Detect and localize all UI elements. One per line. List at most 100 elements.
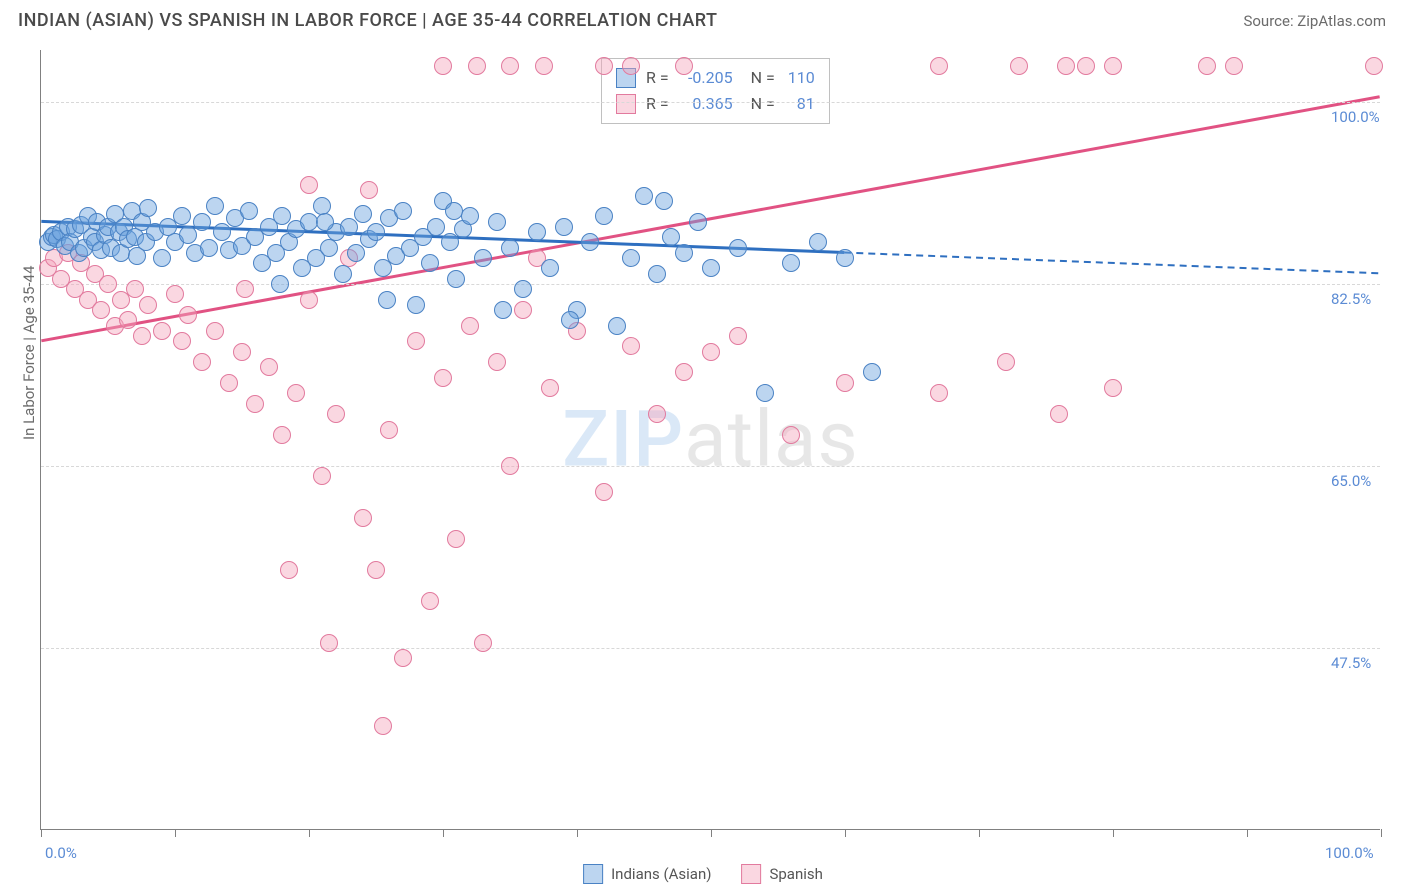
scatter-point-blue <box>445 202 463 220</box>
y-axis-label: In Labor Force | Age 35-44 <box>20 266 38 440</box>
scatter-point-blue <box>447 270 465 288</box>
scatter-point-pink <box>622 57 640 75</box>
scatter-point-pink <box>1198 57 1216 75</box>
trend-line-blue-dashed <box>844 253 1379 274</box>
scatter-point-pink <box>930 384 948 402</box>
x-tick <box>41 829 42 837</box>
scatter-point-pink <box>119 311 137 329</box>
scatter-point-blue <box>206 197 224 215</box>
scatter-point-pink <box>1050 405 1068 423</box>
scatter-point-pink <box>193 353 211 371</box>
scatter-point-blue <box>367 223 385 241</box>
scatter-point-pink <box>421 592 439 610</box>
scatter-point-pink <box>374 717 392 735</box>
scatter-point-pink <box>407 332 425 350</box>
y-tick-label: 47.5% <box>1331 654 1371 672</box>
scatter-point-pink <box>1104 57 1122 75</box>
scatter-point-pink <box>468 57 486 75</box>
scatter-point-pink <box>153 322 171 340</box>
legend-label-pink: Spanish <box>769 865 822 883</box>
scatter-point-blue <box>474 249 492 267</box>
scatter-point-pink <box>367 561 385 579</box>
swatch-pink <box>741 864 761 884</box>
y-tick-label: 82.5% <box>1331 290 1371 308</box>
scatter-point-pink <box>488 353 506 371</box>
x-tick <box>979 829 980 837</box>
n-value-blue: 110 <box>785 65 815 91</box>
scatter-point-blue <box>334 265 352 283</box>
scatter-point-blue <box>581 233 599 251</box>
scatter-point-blue <box>488 213 506 231</box>
scatter-point-pink <box>997 353 1015 371</box>
scatter-point-blue <box>494 301 512 319</box>
x-tick <box>1247 829 1248 837</box>
scatter-chart: ZIPatlas R = -0.205 N = 110 R = 0.365 N … <box>40 50 1380 830</box>
x-tick <box>711 829 712 837</box>
scatter-point-pink <box>702 343 720 361</box>
scatter-point-blue <box>501 239 519 257</box>
r-value-pink: 0.365 <box>679 91 733 117</box>
scatter-point-pink <box>622 337 640 355</box>
scatter-point-pink <box>99 275 117 293</box>
y-tick-label: 65.0% <box>1331 472 1371 490</box>
scatter-point-pink <box>461 317 479 335</box>
x-tick <box>845 829 846 837</box>
scatter-point-blue <box>427 218 445 236</box>
scatter-point-pink <box>126 280 144 298</box>
n-label: N = <box>751 91 775 117</box>
scatter-point-blue <box>320 239 338 257</box>
x-tick <box>1113 829 1114 837</box>
gridline-h <box>41 648 1380 649</box>
source-attribution: Source: ZipAtlas.com <box>1243 12 1386 30</box>
gridline-h <box>41 466 1380 467</box>
scatter-point-pink <box>246 395 264 413</box>
scatter-point-pink <box>92 301 110 319</box>
scatter-point-blue <box>608 317 626 335</box>
scatter-point-blue <box>316 213 334 231</box>
scatter-point-blue <box>421 254 439 272</box>
scatter-point-blue <box>555 218 573 236</box>
scatter-point-blue <box>240 202 258 220</box>
scatter-point-blue <box>635 187 653 205</box>
scatter-point-pink <box>380 421 398 439</box>
scatter-point-blue <box>863 363 881 381</box>
scatter-point-blue <box>461 207 479 225</box>
series-legend: Indians (Asian) Spanish <box>583 864 823 884</box>
scatter-point-blue <box>648 265 666 283</box>
scatter-point-pink <box>133 327 151 345</box>
scatter-point-blue <box>702 259 720 277</box>
swatch-blue <box>583 864 603 884</box>
scatter-point-pink <box>273 426 291 444</box>
scatter-point-pink <box>1057 57 1075 75</box>
scatter-point-pink <box>260 358 278 376</box>
scatter-point-blue <box>655 192 673 210</box>
scatter-point-pink <box>236 280 254 298</box>
scatter-point-pink <box>320 634 338 652</box>
gridline-h <box>41 102 1380 103</box>
legend-item-pink: Spanish <box>741 864 822 884</box>
scatter-point-blue <box>561 311 579 329</box>
scatter-point-blue <box>394 202 412 220</box>
scatter-point-pink <box>394 649 412 667</box>
x-tick <box>175 829 176 837</box>
scatter-point-pink <box>836 374 854 392</box>
scatter-point-blue <box>271 275 289 293</box>
scatter-point-pink <box>287 384 305 402</box>
legend-item-blue: Indians (Asian) <box>583 864 711 884</box>
scatter-point-blue <box>809 233 827 251</box>
scatter-point-pink <box>501 57 519 75</box>
scatter-point-pink <box>139 296 157 314</box>
n-value-pink: 81 <box>785 91 815 117</box>
scatter-point-pink <box>1010 57 1028 75</box>
scatter-point-blue <box>675 244 693 262</box>
scatter-point-pink <box>1077 57 1095 75</box>
scatter-point-blue <box>347 244 365 262</box>
scatter-point-blue <box>441 233 459 251</box>
scatter-point-pink <box>930 57 948 75</box>
scatter-point-pink <box>782 426 800 444</box>
scatter-point-pink <box>360 181 378 199</box>
scatter-point-pink <box>535 57 553 75</box>
scatter-point-pink <box>300 291 318 309</box>
chart-title: INDIAN (ASIAN) VS SPANISH IN LABOR FORCE… <box>18 10 718 31</box>
scatter-point-blue <box>541 259 559 277</box>
